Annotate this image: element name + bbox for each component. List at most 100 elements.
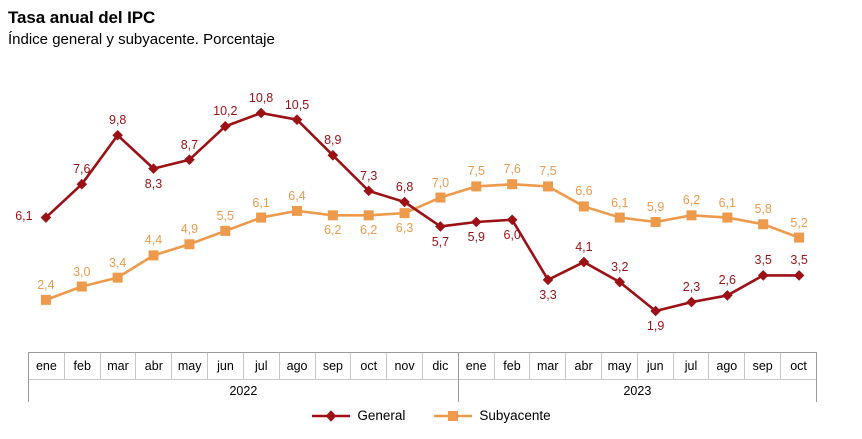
x-axis-month-cell: oct (350, 352, 387, 380)
x-axis-month-cell: ene (28, 352, 65, 380)
x-axis-month-cell: dic (421, 352, 459, 380)
x-axis-month-cell: jul (672, 352, 709, 380)
data-label: 5,8 (754, 202, 772, 217)
data-label: 6,2 (682, 193, 701, 208)
data-label: 7,0 (431, 175, 450, 190)
data-label: 5,2 (790, 215, 808, 230)
data-label: 7,6 (73, 162, 91, 177)
data-point-marker (148, 163, 159, 174)
data-label: 6,3 (395, 221, 414, 236)
data-label: 3,5 (790, 253, 808, 268)
series-subyacente (40, 179, 805, 305)
data-label: 6,1 (252, 195, 270, 210)
data-point-marker (686, 296, 697, 308)
data-point-marker (219, 121, 231, 132)
x-axis-month-cell: jul (242, 352, 280, 380)
x-axis-month-cell: sep (314, 352, 351, 380)
chart-legend: General Subyacente (0, 408, 862, 423)
data-point-marker (112, 129, 123, 141)
x-axis-month-cell: feb (493, 352, 530, 380)
data-label: 6,2 (359, 223, 378, 238)
data-label: 2,6 (718, 273, 736, 288)
data-label: 7,5 (539, 164, 557, 179)
data-point-marker (40, 294, 51, 305)
data-label: 10,8 (248, 91, 274, 105)
x-axis-year-cell: 2022 (28, 379, 459, 402)
data-point-marker (112, 272, 123, 283)
data-label: 6,1 (611, 195, 629, 210)
data-label: 6,1 (15, 208, 33, 223)
data-label: 2,3 (682, 280, 701, 295)
data-point-marker (794, 232, 805, 243)
data-point-marker (256, 212, 267, 223)
legend-item-subyacente[interactable]: Subyacente (433, 408, 551, 423)
data-label: 4,1 (575, 240, 593, 255)
x-axis-month-cell: ago (278, 352, 315, 380)
plot-svg (40, 107, 805, 317)
data-point-marker (722, 290, 733, 301)
x-axis-month-cell: may (601, 352, 638, 380)
legend-label: Subyacente (479, 408, 551, 423)
data-label: 8,9 (324, 133, 342, 148)
data-point-marker (578, 201, 589, 212)
data-point-marker (614, 212, 625, 223)
x-axis-month-cell: mar (99, 352, 136, 380)
data-label: 6,2 (324, 223, 342, 238)
data-point-marker (291, 114, 303, 125)
data-label: 3,3 (539, 287, 557, 302)
data-point-marker (650, 217, 661, 228)
series-line (44, 182, 801, 302)
data-point-marker (363, 185, 375, 197)
data-point-marker (578, 256, 590, 268)
x-axis-month-cell: feb (63, 352, 101, 380)
data-label: 4,4 (144, 233, 163, 248)
data-label: 6,4 (288, 188, 306, 203)
x-axis-month-cell: abr (565, 352, 602, 380)
data-point-marker (435, 221, 446, 232)
data-label: 4,9 (180, 222, 199, 237)
data-point-marker (220, 225, 231, 236)
data-label: 5,9 (467, 230, 485, 244)
data-label: 3,4 (108, 255, 127, 270)
data-point-marker (399, 208, 410, 219)
x-axis-month-cell: abr (135, 352, 172, 380)
x-axis-month-cell: may (171, 352, 208, 380)
plot-area: 6,1 7,6 9,8 8,3 8,7 10,2 10,8 10,5 8,9 7,3 6,8 5,7 5… (0, 60, 862, 345)
data-point-marker (650, 305, 661, 317)
x-axis-month-cell: oct (780, 352, 817, 380)
data-point-marker (291, 205, 302, 216)
x-axis-month-cell: ago (708, 352, 745, 380)
data-label: 5,5 (216, 208, 234, 223)
x-axis-month-cell: jun (207, 352, 244, 380)
data-label: 6,0 (503, 227, 521, 242)
data-label: 7,6 (503, 162, 521, 177)
data-point-marker (757, 270, 769, 281)
data-label: 1,9 (646, 319, 665, 333)
legend-label: General (357, 408, 406, 423)
data-point-marker (686, 210, 697, 221)
data-point-marker (793, 270, 805, 281)
legend-diamond-icon (312, 409, 351, 422)
data-point-marker (363, 210, 374, 221)
x-axis-month-cell: mar (529, 352, 566, 380)
data-label: 5,9 (646, 200, 665, 214)
data-label: 6,6 (575, 184, 593, 199)
data-label: 10,2 (213, 104, 238, 119)
data-point-marker (148, 250, 159, 261)
data-label: 6,8 (395, 180, 414, 194)
x-axis-table: ene feb mar abr may jun jul ago sep oct nov dic ene f… (28, 352, 818, 402)
data-point-marker (506, 214, 518, 226)
x-axis-year-row: 2022 2023 (28, 379, 818, 402)
data-point-marker (184, 239, 195, 250)
data-point-marker (399, 196, 410, 208)
data-label: 8,3 (144, 176, 163, 191)
data-point-marker (435, 192, 446, 203)
data-point-marker (184, 154, 195, 166)
data-point-marker (470, 216, 482, 228)
series-general (40, 107, 805, 317)
legend-item-general[interactable]: General (311, 408, 405, 423)
x-axis-month-cell: nov (386, 352, 423, 380)
x-axis-month-cell: jun (636, 352, 674, 380)
data-label: 7,5 (467, 164, 485, 179)
page-subtitle: Índice general y subyacente. Porcentaje (8, 31, 275, 48)
